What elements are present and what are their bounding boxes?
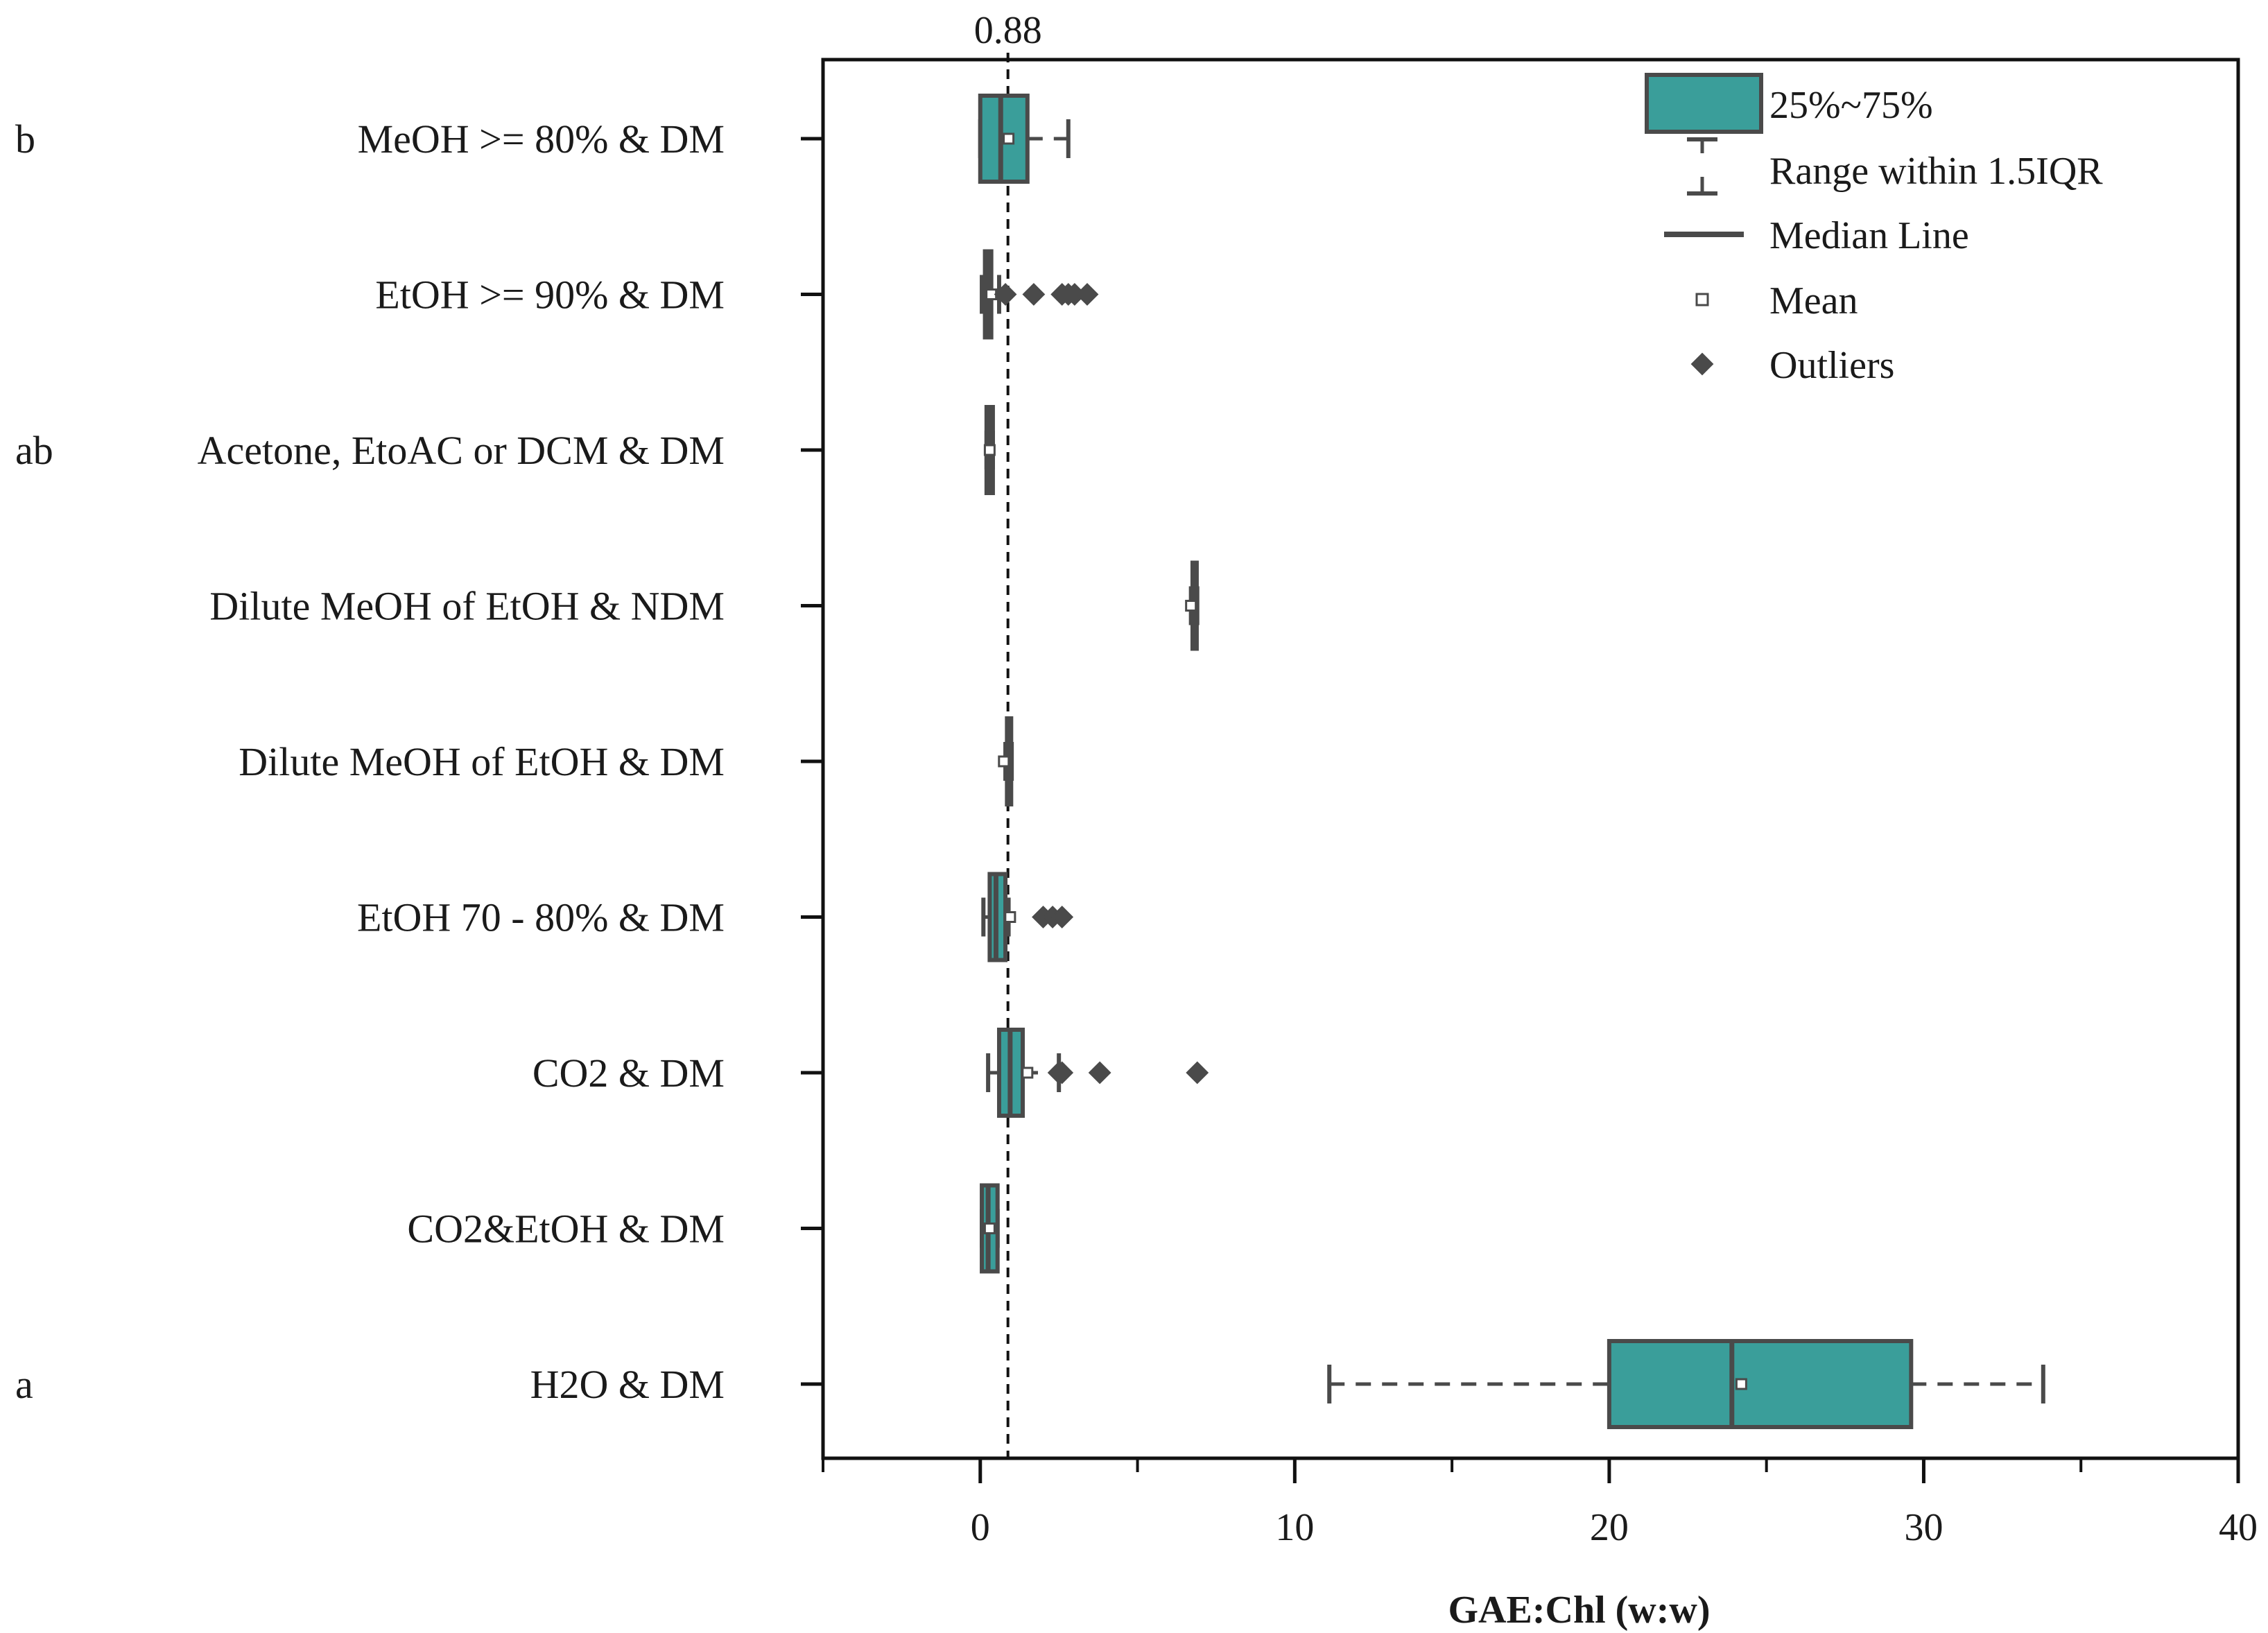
category-row: Dilute MeOH of EtOH & NDM [209, 560, 1200, 651]
category-label: Acetone, EtoAC or DCM & DM [198, 428, 725, 473]
legend-label: Range within 1.5IQR [1769, 150, 2103, 193]
outlier-point [994, 283, 1017, 306]
legend-box-swatch [1645, 73, 1763, 134]
x-tick-label: 10 [1275, 1506, 1314, 1549]
category-row: EtOH >= 90% & DM [375, 249, 1099, 340]
legend-label: Outliers [1769, 344, 1894, 387]
iqr-box [1607, 1339, 1914, 1429]
legend-label: 25%~75% [1769, 84, 1933, 127]
x-tick-label: 20 [1590, 1506, 1629, 1549]
legend-item: 25%~75% [1645, 73, 1933, 134]
category-label: Dilute MeOH of EtOH & DM [239, 739, 725, 784]
category-label: Dilute MeOH of EtOH & NDM [209, 584, 725, 629]
category-label: EtOH >= 90% & DM [375, 273, 725, 318]
outlier-point [1088, 1061, 1111, 1085]
legend: 25%~75% Range within 1.5IQR Median Line Mea… [1645, 73, 2103, 387]
significance-letter: a [15, 1362, 33, 1407]
legend-outlier-marker [1690, 352, 1714, 376]
significance-letter: ab [15, 428, 53, 473]
mean-marker [1004, 911, 1016, 923]
mean-marker [1003, 132, 1015, 145]
mean-marker [1185, 600, 1197, 612]
category-row: CO2&EtOH & DM [407, 1183, 1000, 1274]
category-label: H2O & DM [530, 1362, 725, 1407]
legend-label: Median Line [1769, 214, 1969, 257]
x-tick-label: 30 [1904, 1506, 1943, 1549]
plot-frame [821, 58, 2240, 1460]
mean-marker [983, 444, 996, 456]
category-label: EtOH 70 - 80% & DM [357, 895, 725, 940]
category-row: H2O & DM a [15, 1339, 2045, 1429]
outlier-point [1050, 1061, 1074, 1085]
significance-letter: b [15, 116, 35, 162]
outlier-point [1186, 1061, 1209, 1085]
category-row: CO2 & DM [533, 1028, 1209, 1118]
mean-marker [983, 1222, 996, 1234]
outlier-point [1050, 906, 1074, 928]
legend-item: Range within 1.5IQR [1687, 137, 2103, 196]
legend-label: Mean [1769, 279, 1858, 322]
legend-item: Median Line [1664, 214, 1969, 257]
category-row: Dilute MeOH of EtOH & DM [239, 716, 1014, 806]
mean-marker [998, 755, 1010, 768]
outlier-point [1022, 283, 1046, 306]
category-label: CO2 & DM [533, 1051, 725, 1096]
category-row: Acetone, EtoAC or DCM & DM ab [15, 405, 996, 495]
x-axis-title: GAE:Chl (w:w) [1448, 1589, 1711, 1632]
category-label: MeOH >= 80% & DM [358, 116, 725, 162]
reference-line-label: 0.88 [974, 9, 1042, 52]
category-row: MeOH >= 80% & DM b [15, 94, 1071, 184]
mean-marker [1735, 1378, 1747, 1390]
mean-marker [1021, 1066, 1034, 1079]
outlier-point [1075, 283, 1099, 306]
category-row: EtOH 70 - 80% & DM [357, 872, 1074, 962]
x-tick-label: 0 [971, 1506, 990, 1549]
category-label: CO2&EtOH & DM [407, 1207, 725, 1252]
legend-item: Mean [1695, 279, 1858, 322]
legend-mean-marker [1695, 293, 1709, 306]
legend-item: Outliers [1690, 344, 1894, 387]
x-tick-label: 40 [2219, 1506, 2258, 1549]
